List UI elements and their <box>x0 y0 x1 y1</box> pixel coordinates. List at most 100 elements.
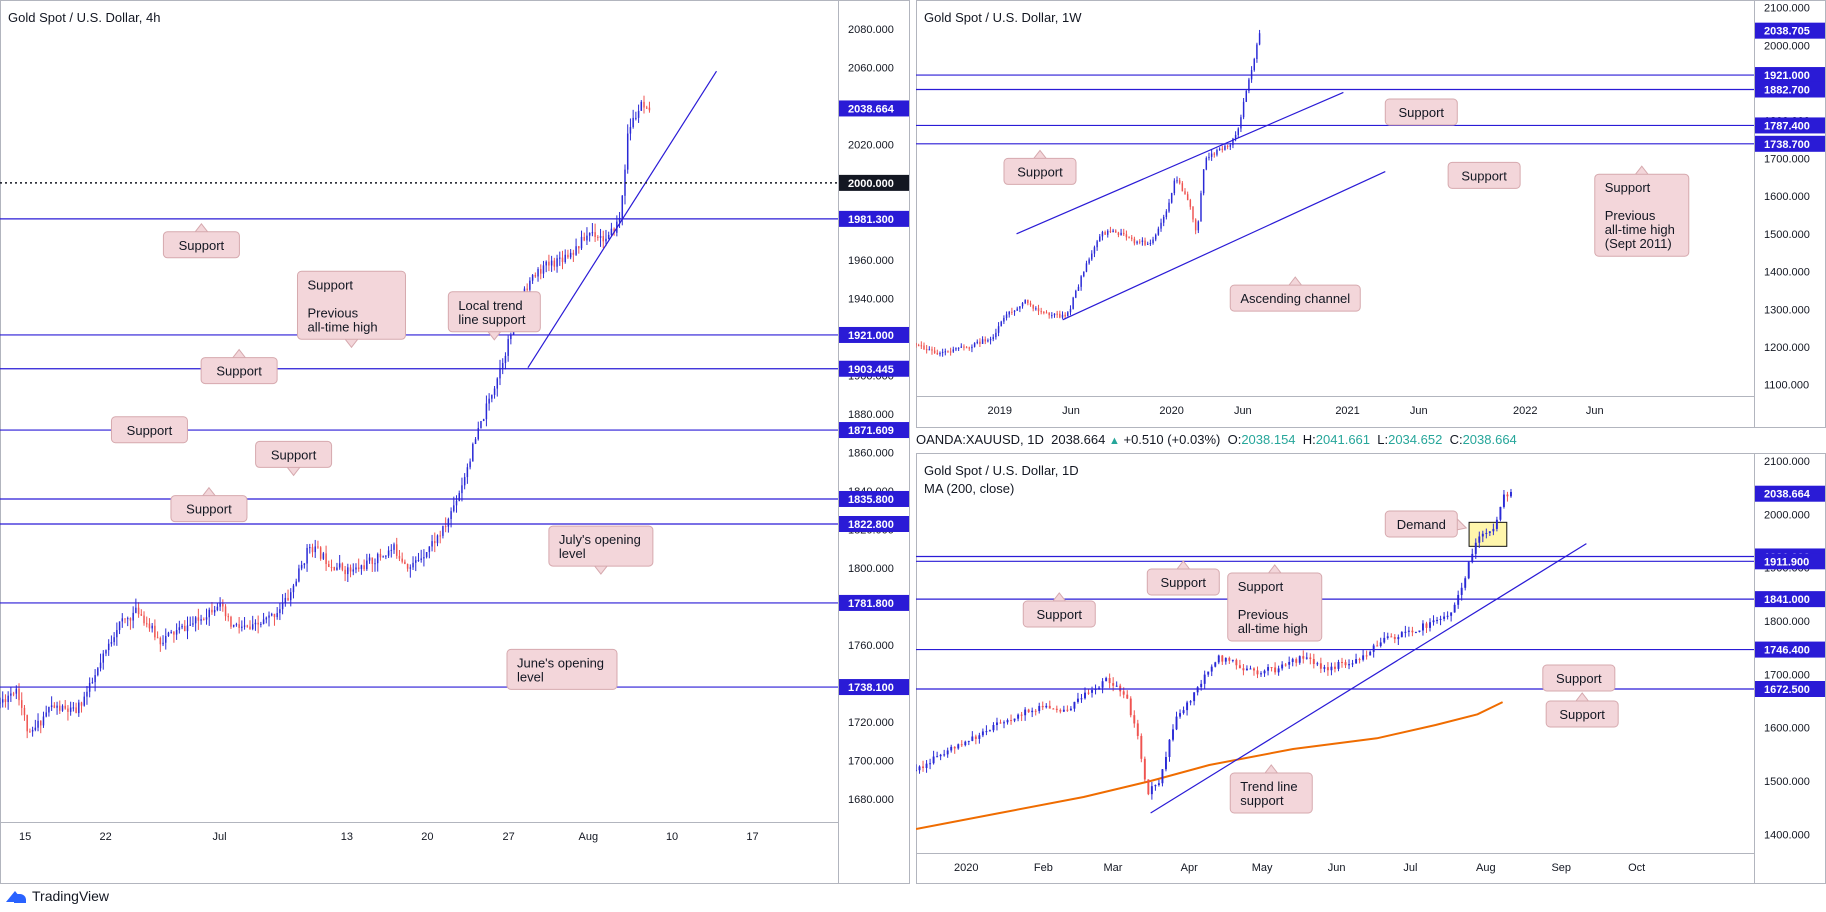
demand-zone[interactable] <box>1468 521 1508 547</box>
annotation-callout[interactable]: Support <box>1384 98 1458 126</box>
candle-body <box>1481 533 1484 537</box>
candle-body <box>1143 758 1146 780</box>
candle-body <box>265 617 268 620</box>
y-tick-label: 1700.000 <box>1764 669 1810 681</box>
trend-line[interactable] <box>1062 171 1386 321</box>
candle-body <box>439 535 441 537</box>
chart-1w[interactable]: Gold Spot / U.S. Dollar, 1W 1100.000 1200.… <box>915 0 1826 428</box>
candle-body <box>281 603 284 610</box>
x-tick-label: Aug <box>1476 862 1496 874</box>
annotation-callout[interactable]: Support <box>1022 592 1096 628</box>
candle-body <box>1358 659 1361 661</box>
annotation-callout[interactable]: Demand <box>1384 510 1468 538</box>
x-tick-label: 20 <box>421 831 433 843</box>
candle-body <box>107 643 110 651</box>
candle-body <box>1024 709 1027 716</box>
candle-body <box>7 695 9 703</box>
candle-body <box>1372 645 1375 652</box>
annotation-callout[interactable]: Support <box>170 486 248 523</box>
candle-body <box>939 754 942 757</box>
level-price-tag-text: 1835.800 <box>848 494 894 506</box>
candle-body <box>626 133 629 170</box>
annotation-callout[interactable]: Support <box>1545 692 1619 728</box>
candle-body <box>284 597 287 604</box>
candle-body <box>61 705 64 711</box>
trend-line[interactable] <box>1150 543 1587 814</box>
candle-body <box>1115 685 1118 687</box>
candle-body <box>952 349 955 352</box>
candle-body <box>12 693 15 695</box>
callout-box <box>1229 284 1361 312</box>
candle-body <box>251 624 254 629</box>
candle-body <box>262 619 265 624</box>
candle-body <box>167 632 170 637</box>
candle-body <box>1005 314 1008 318</box>
candle-body <box>1101 681 1104 688</box>
annotation-callout[interactable]: Support <box>162 222 240 259</box>
x-tick-label: 15 <box>19 831 31 843</box>
candle-body <box>219 602 221 607</box>
indicator-label: MA (200, close) <box>924 481 1014 496</box>
annotation-callout[interactable]: Support <box>1146 560 1220 596</box>
candle-body <box>510 334 512 340</box>
annotation-callout[interactable]: Support <box>1447 161 1521 189</box>
candle-body <box>1237 128 1240 135</box>
chart-panel-1d[interactable]: Gold Spot / U.S. Dollar, 1D MA (200, clos… <box>915 453 1826 884</box>
candle-body <box>1059 709 1062 712</box>
candle-body <box>4 699 7 703</box>
x-tick-label: Oct <box>1628 862 1645 874</box>
symbol-label[interactable]: OANDA:XAUUSD, 1D <box>916 432 1044 447</box>
candle-body <box>1164 756 1167 770</box>
annotation-callout[interactable]: Support <box>110 416 188 444</box>
last-price-tag <box>839 100 909 117</box>
candle-body <box>1216 149 1218 155</box>
candle-body <box>632 117 634 128</box>
annotation-callout[interactable]: Support <box>200 348 278 385</box>
candle-body <box>1168 739 1171 757</box>
candle-body <box>175 630 178 635</box>
x-tick-label: Aug <box>578 831 598 843</box>
level-price-tag <box>1755 67 1825 84</box>
tradingview-logo[interactable]: TradingView <box>6 888 109 904</box>
candle-body <box>482 419 485 422</box>
candle-body <box>1298 656 1301 663</box>
open-value: 2038.154 <box>1241 432 1296 447</box>
y-tick-label: 1100.000 <box>1764 380 1809 392</box>
chart-panel-4h[interactable]: Gold Spot / U.S. Dollar, 4h 1680.000 1700.… <box>0 0 910 884</box>
candle-body <box>1032 304 1034 309</box>
callout-text: Support <box>1556 671 1602 686</box>
candle-body <box>292 585 295 593</box>
annotation-callout[interactable]: Ascending channel <box>1229 276 1361 312</box>
level-price-tag-text: 1841.000 <box>1764 594 1810 606</box>
annotation-callout[interactable]: Support <box>1003 149 1077 185</box>
callout-box <box>296 270 406 340</box>
chart-1d[interactable]: Gold Spot / U.S. Dollar, 1D MA (200, clos… <box>915 453 1826 884</box>
annotation-callout[interactable]: Support <box>1542 664 1616 692</box>
chart-4h[interactable]: Gold Spot / U.S. Dollar, 4h 1680.000 1700.… <box>0 0 910 884</box>
trend-line[interactable] <box>1016 91 1344 235</box>
candle-body <box>1499 506 1502 520</box>
candle-body <box>162 642 164 645</box>
level-price-tag <box>839 594 909 611</box>
candle-body <box>53 705 56 708</box>
candle-body <box>1067 312 1069 317</box>
candle-body <box>1087 692 1090 694</box>
annotation-callout[interactable]: Support <box>255 440 333 477</box>
y-tick-label: 2080.000 <box>848 24 894 36</box>
x-tick-label: 2019 <box>988 405 1012 417</box>
candle-body <box>1295 659 1298 663</box>
candle-body <box>184 625 186 632</box>
candle-body <box>613 228 615 233</box>
candle-body <box>1467 562 1470 579</box>
chart-panel-1w[interactable]: Gold Spot / U.S. Dollar, 1W 1100.000 1200.… <box>915 0 1826 428</box>
candle-body <box>474 439 477 445</box>
candle-body <box>1029 303 1032 305</box>
candle-body <box>1460 587 1463 595</box>
